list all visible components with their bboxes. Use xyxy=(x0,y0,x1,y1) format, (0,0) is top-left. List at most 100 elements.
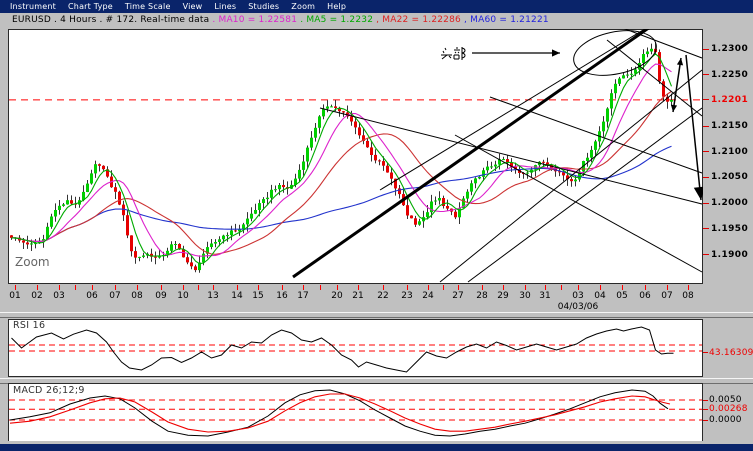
time-tick xyxy=(622,285,623,290)
current-price-label: 1.2201 xyxy=(711,95,749,105)
info-segment: , MA60 = 1.21221 xyxy=(460,15,549,25)
menu-item-time-scale[interactable]: Time Scale xyxy=(124,2,171,11)
time-tick xyxy=(75,285,76,290)
time-tick xyxy=(503,285,504,290)
time-tick xyxy=(258,285,259,290)
time-tick xyxy=(137,285,138,290)
x-axis-label: 07 xyxy=(109,291,121,301)
price-tick xyxy=(703,74,709,75)
y-axis-label: 1.2150 xyxy=(711,121,749,131)
price-tick xyxy=(703,126,709,127)
time-tick xyxy=(545,285,546,290)
macd-tick xyxy=(703,400,708,401)
macd-canvas[interactable] xyxy=(8,383,703,442)
menu-item-studies[interactable]: Studies xyxy=(248,2,280,11)
price-tick xyxy=(703,254,709,255)
menu-item-instrument[interactable]: Instrument xyxy=(10,2,57,11)
y-axis-label: 1.2050 xyxy=(711,172,749,182)
rsi-canvas[interactable] xyxy=(8,319,703,377)
x-axis-label: 06 xyxy=(639,291,651,301)
x-axis-label: 07 xyxy=(661,291,673,301)
x-axis-label: 14 xyxy=(231,291,243,301)
macd-tick xyxy=(703,420,708,421)
info-segment: , MA22 = 1.22286 xyxy=(373,15,461,25)
time-tick xyxy=(578,285,579,290)
menu-item-zoom[interactable]: Zoom xyxy=(291,2,316,11)
y-axis-label: 1.2250 xyxy=(711,70,749,80)
x-axis-label: 28 xyxy=(476,291,488,301)
time-tick xyxy=(561,285,562,290)
time-tick xyxy=(383,285,384,290)
info-segment: . MA5 = 1.2232 xyxy=(297,15,374,25)
time-tick xyxy=(407,285,408,290)
x-axis-label: 04 xyxy=(594,291,606,301)
time-tick xyxy=(237,285,238,290)
price-chart-canvas[interactable]: Zoom xyxy=(8,29,703,284)
y-axis-label: 1.1950 xyxy=(711,224,749,234)
info-segment: . MA10 = 1.22581 xyxy=(209,15,298,25)
time-tick xyxy=(282,285,283,290)
time-tick xyxy=(688,285,689,290)
date-label: 04/03/06 xyxy=(557,302,599,312)
x-axis-label: 20 xyxy=(331,291,343,301)
x-axis-label: 15 xyxy=(252,291,264,301)
svg-text:Zoom: Zoom xyxy=(15,255,50,269)
time-tick xyxy=(645,285,646,290)
time-tick xyxy=(337,285,338,290)
price-tick xyxy=(703,151,709,152)
y-axis-label: 1.1900 xyxy=(711,250,749,260)
x-axis-label: 06 xyxy=(86,291,98,301)
x-axis-label: 02 xyxy=(31,291,43,301)
x-axis-label: 29 xyxy=(497,291,509,301)
time-tick xyxy=(428,285,429,290)
time-tick xyxy=(482,285,483,290)
time-tick xyxy=(667,285,668,290)
x-axis-label: 03 xyxy=(53,291,65,301)
time-tick xyxy=(59,285,60,290)
info-segment: EURUSD . 4 Hours . # 172. Real-time data xyxy=(12,15,210,25)
time-tick xyxy=(213,285,214,290)
rsi-value-tick xyxy=(703,352,708,353)
time-tick xyxy=(320,285,321,290)
time-tick xyxy=(458,285,459,290)
price-tick xyxy=(703,228,709,229)
current-price-tick xyxy=(703,99,709,100)
y-axis-label: 1.2300 xyxy=(711,44,749,54)
menu-item-view[interactable]: View xyxy=(182,2,203,11)
x-axis-label: 23 xyxy=(401,291,413,301)
macd-axis-label: 0.0000 xyxy=(709,415,742,425)
time-tick xyxy=(525,285,526,290)
time-tick xyxy=(161,285,162,290)
menu-item-lines[interactable]: Lines xyxy=(214,2,237,11)
time-tick xyxy=(198,285,199,290)
divider xyxy=(0,441,753,444)
chart-info-bar: EURUSD . 4 Hours . # 172. Real-time data… xyxy=(0,13,753,28)
time-tick xyxy=(15,285,16,290)
x-axis-label: 13 xyxy=(207,291,219,301)
x-axis-label: 30 xyxy=(519,291,531,301)
time-tick xyxy=(600,285,601,290)
panel-splitter[interactable] xyxy=(0,312,753,318)
y-axis-label: 1.2100 xyxy=(711,147,749,157)
x-axis-label: 16 xyxy=(276,291,288,301)
x-axis-label: 10 xyxy=(177,291,189,301)
time-tick xyxy=(303,285,304,290)
menu-bar: Instrument Chart Type Time Scale View Lines S… xyxy=(0,0,753,13)
time-tick xyxy=(92,285,93,290)
y-axis-label: 1.2000 xyxy=(711,198,749,208)
macd-axis-label: 0.0050 xyxy=(709,395,742,405)
time-tick xyxy=(443,285,444,290)
x-axis-label: 08 xyxy=(131,291,143,301)
menu-item-help[interactable]: Help xyxy=(327,2,347,11)
time-tick xyxy=(37,285,38,290)
price-tick xyxy=(703,177,709,178)
x-axis-label: 22 xyxy=(377,291,389,301)
x-axis-label: 05 xyxy=(616,291,628,301)
menu-item-chart-type[interactable]: Chart Type xyxy=(68,2,113,11)
x-axis-label: 21 xyxy=(352,291,364,301)
rsi-label: RSI 16 xyxy=(13,320,46,331)
x-axis-label: 08 xyxy=(682,291,694,301)
time-tick xyxy=(358,285,359,290)
x-axis-label: 24 xyxy=(422,291,434,301)
